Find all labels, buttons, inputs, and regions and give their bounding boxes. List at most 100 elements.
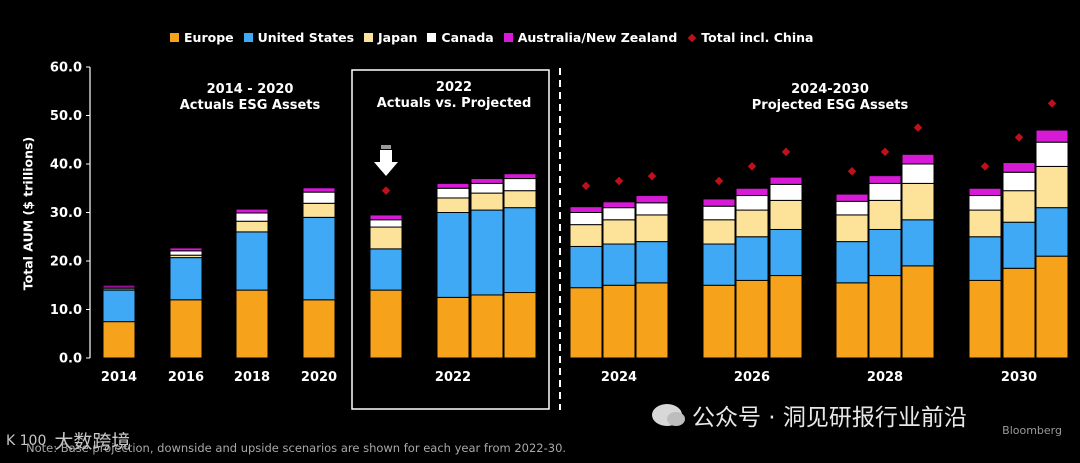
legend-swatch-japan — [364, 33, 374, 42]
bar-2026-2-australia-new-zealand — [735, 187, 769, 197]
bar-2022-4-europe — [503, 292, 537, 359]
y-axis-label: Total AUM ($ trillions) — [20, 136, 36, 291]
bar-2028-2-japan — [868, 199, 902, 230]
bar-2030-2-japan — [1002, 190, 1036, 223]
x-tick-label-2024: 2024 — [601, 370, 637, 385]
bar-2026-3-japan — [769, 199, 803, 230]
bar-2024-2-japan — [602, 219, 636, 245]
bar-2030-1-canada — [968, 195, 1002, 211]
section-title-projected-line1: 2024-2030 — [791, 82, 869, 97]
bar-2022-4-japan — [503, 190, 537, 209]
y-tick-label: 20.0 — [50, 255, 82, 270]
bar-2024-3-australia-new-zealand — [635, 195, 669, 204]
bar-2026-3-canada — [769, 183, 803, 201]
bar-2018-1-europe — [235, 289, 269, 359]
bar-2024-2-united-states — [602, 243, 636, 286]
bar-2030-1-japan — [968, 209, 1002, 238]
bar-2022-3-australia-new-zealand — [470, 178, 504, 184]
marker-total-china-2024-1 — [581, 181, 591, 191]
bar-2024-1-australia-new-zealand — [569, 206, 603, 213]
arrow-cap-icon — [381, 145, 391, 149]
bar-2024-2-canada — [602, 207, 636, 221]
bar-2018-1-japan — [235, 220, 269, 233]
marker-total-china-2026-3 — [781, 147, 791, 157]
watermark-left: K 100 大数跨境 — [6, 427, 130, 454]
bar-2026-1-europe — [702, 284, 736, 359]
legend-marker-total-china — [688, 33, 697, 42]
bar-2026-2-japan — [735, 209, 769, 238]
section-title-actuals: 2014 - 2020 Actuals ESG Assets — [160, 82, 340, 114]
bar-2022-1-europe — [369, 289, 403, 359]
wechat-logo-icon — [652, 404, 685, 426]
bar-2028-2-australia-new-zealand — [868, 175, 902, 184]
bar-2022-4-united-states — [503, 207, 537, 294]
bar-2028-1-japan — [835, 214, 869, 243]
y-tick-label: 60.0 — [50, 61, 82, 76]
bar-2014-1-australia-new-zealand — [102, 284, 136, 288]
x-tick-label-2026: 2026 — [734, 370, 770, 385]
section-title-2022-line2: Actuals vs. Projected — [376, 96, 532, 111]
bar-2024-2-europe — [602, 284, 636, 359]
bar-2026-2-europe — [735, 279, 769, 359]
bar-2030-2-australia-new-zealand — [1002, 162, 1036, 173]
bar-2028-3-japan — [901, 182, 935, 221]
bar-2022-2-europe — [436, 296, 470, 359]
legend-swatch-united-states — [243, 33, 253, 42]
bar-2030-1-europe — [968, 279, 1002, 359]
section-title-2022: 2022 Actuals vs. Projected — [356, 80, 552, 112]
bar-2014-1-europe — [102, 321, 136, 359]
legend-label-united-states: United States — [257, 30, 355, 45]
bar-2028-3-australia-new-zealand — [901, 153, 935, 165]
bar-2022-1-japan — [369, 226, 403, 250]
bar-2030-3-japan — [1035, 165, 1069, 209]
y-tick-label: 30.0 — [50, 206, 82, 221]
bar-2024-2-australia-new-zealand — [602, 201, 636, 209]
bar-2020-1-europe — [302, 299, 336, 359]
bar-2022-4-australia-new-zealand — [503, 173, 537, 180]
bar-2020-1-canada — [302, 191, 336, 204]
marker-total-china-2024-2 — [614, 176, 624, 186]
bar-2022-2-canada — [436, 187, 470, 199]
legend-item-japan: Japan — [364, 30, 417, 45]
marker-total-china-2030-3 — [1047, 99, 1057, 108]
legend-item-canada: Canada — [427, 30, 494, 45]
bar-2026-1-united-states — [702, 243, 736, 286]
bar-2026-3-europe — [769, 275, 803, 359]
marker-total-china-2026-1 — [714, 176, 724, 186]
bar-2028-2-united-states — [868, 228, 902, 277]
watermark-left-text: 大数跨境 — [54, 431, 131, 453]
bar-2026-2-canada — [735, 195, 769, 211]
bar-2016-1-canada — [169, 250, 203, 256]
marker-total-china-2028-3 — [913, 123, 923, 132]
y-tick-label: 0.0 — [59, 352, 82, 367]
bar-2026-3-united-states — [769, 228, 803, 277]
bar-2030-1-united-states — [968, 236, 1002, 281]
bar-2016-1-europe — [169, 299, 203, 359]
bar-2028-3-united-states — [901, 219, 935, 267]
legend-swatch-australia-new-zealand — [503, 33, 513, 42]
legend-label-total-china: Total incl. China — [701, 30, 814, 45]
legend-label-japan: Japan — [378, 30, 418, 45]
bar-2030-1-australia-new-zealand — [968, 187, 1002, 197]
bar-2028-1-europe — [835, 282, 869, 359]
bar-2030-2-europe — [1002, 267, 1036, 359]
marker-total-china-2028-1 — [847, 167, 857, 176]
bar-2030-3-canada — [1035, 141, 1069, 167]
bar-2028-1-united-states — [835, 241, 869, 284]
legend-swatch-canada — [427, 33, 437, 42]
x-tick-label-2018: 2018 — [234, 370, 270, 385]
marker-total-china-2026-2 — [747, 162, 757, 171]
bar-2024-3-canada — [635, 202, 669, 216]
section-title-projected: 2024-2030 Projected ESG Assets — [720, 82, 940, 114]
bar-2022-1-united-states — [369, 248, 403, 291]
x-tick-label-2030: 2030 — [1001, 370, 1037, 385]
legend-swatch-europe — [170, 33, 179, 42]
y-tick-label: 50.0 — [50, 109, 82, 124]
marker-total-china-2024-3 — [647, 171, 657, 181]
y-tick-label: 40.0 — [50, 158, 82, 173]
bar-2026-1-australia-new-zealand — [702, 198, 736, 207]
bar-2022-2-united-states — [436, 212, 470, 298]
bar-2024-1-canada — [569, 212, 603, 226]
bar-2022-2-australia-new-zealand — [436, 182, 470, 189]
